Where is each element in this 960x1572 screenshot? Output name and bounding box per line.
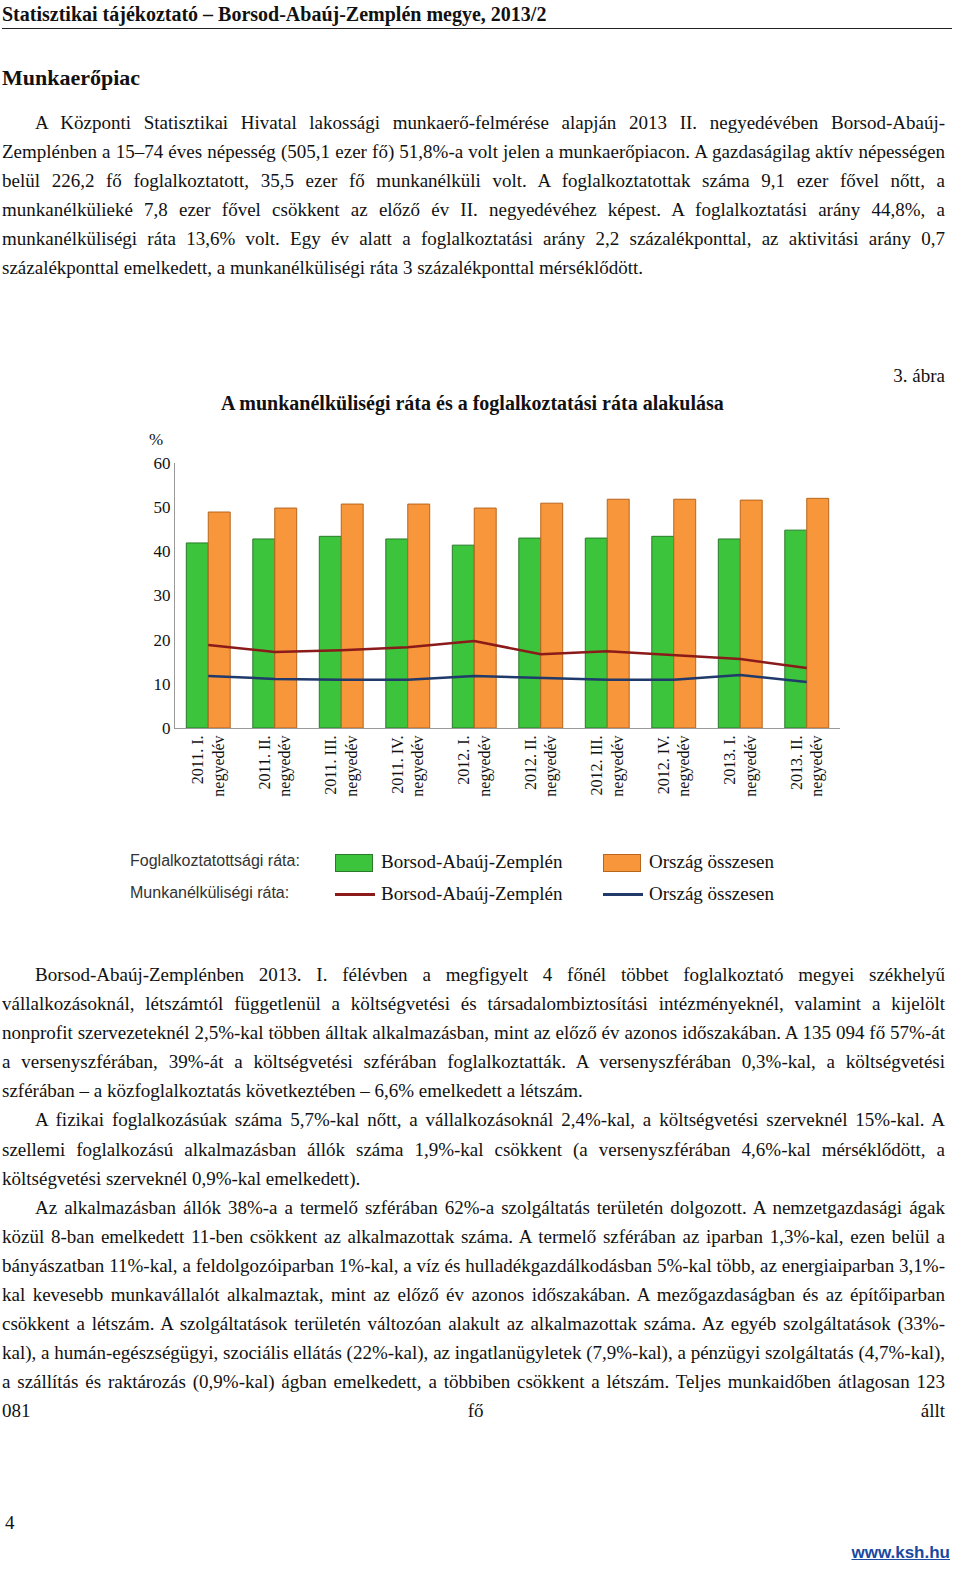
svg-text:2012. I.negyedév: 2012. I.negyedév: [455, 735, 494, 796]
svg-text:2012. IV.negyedév: 2012. IV.negyedév: [655, 735, 694, 796]
html-text:Ország összesen: Ország összesen: [649, 851, 774, 872]
html-text:Foglalkoztatottsági ráta:: Foglalkoztatottsági ráta:: [130, 852, 300, 869]
svg-text:2011. IV.negyedév: 2011. IV.negyedév: [389, 735, 428, 796]
html-text:Ország összesen: Ország összesen: [649, 883, 774, 904]
html-text:3. ábra: 3. ábra: [893, 365, 945, 386]
html-text:Borsod-Abaúj-Zemplén: Borsod-Abaúj-Zemplén: [381, 851, 563, 872]
html-text:www.ksh.hu: www.ksh.hu: [851, 1543, 950, 1562]
svg-text:2011. II.negyedév: 2011. II.negyedév: [256, 735, 295, 796]
svg-text:40: 40: [154, 542, 171, 561]
svg-text:2012. III.negyedév: 2012. III.negyedév: [588, 735, 627, 796]
html-text:Statisztikai tájékoztató – Bor: Statisztikai tájékoztató – Borsod-Abaúj-…: [2, 3, 547, 25]
svg-text:20: 20: [154, 631, 171, 650]
svg-text:2013. I.negyedév: 2013. I.negyedév: [721, 735, 760, 796]
html-text:Munkanélküliségi ráta:: Munkanélküliségi ráta:: [130, 884, 290, 901]
html-text:Borsod-Abaúj-Zemplén: Borsod-Abaúj-Zemplén: [381, 883, 563, 904]
svg-text:%: %: [149, 430, 163, 449]
html-text:Munkaerőpiac: Munkaerőpiac: [2, 65, 141, 90]
html-text:A Központi Statisztikai Hivata: A Központi Statisztikai Hivatal lakosság…: [2, 112, 945, 279]
svg-text:2011. I.negyedév: 2011. I.negyedév: [189, 735, 228, 796]
svg-text:30: 30: [154, 586, 171, 605]
html-text:A fizikai foglalkozásúak száma: A fizikai foglalkozásúak száma 5,7%-kal …: [2, 1109, 945, 1189]
svg-text:2011. III.negyedév: 2011. III.negyedév: [322, 735, 361, 796]
svg-text:60: 60: [154, 454, 171, 473]
svg-text:10: 10: [154, 675, 171, 694]
html-text:4: 4: [5, 1512, 15, 1533]
html-text:Borsod-Abaúj-Zemplénben 2013.: Borsod-Abaúj-Zemplénben 2013. I. félévbe…: [2, 964, 945, 1102]
svg-text:0: 0: [162, 719, 171, 738]
svg-text:A munkanélküliségi ráta és a f: A munkanélküliségi ráta és a foglalkozta…: [221, 392, 724, 415]
svg-text:2012. II.negyedév: 2012. II.negyedév: [522, 735, 561, 796]
svg-text:50: 50: [154, 498, 171, 517]
svg-text:2013. II.negyedév: 2013. II.negyedév: [788, 735, 827, 796]
html-text:Az alkalmazásban állók 38%-a a: Az alkalmazásban állók 38%-a a termelő s…: [2, 1196, 945, 1422]
